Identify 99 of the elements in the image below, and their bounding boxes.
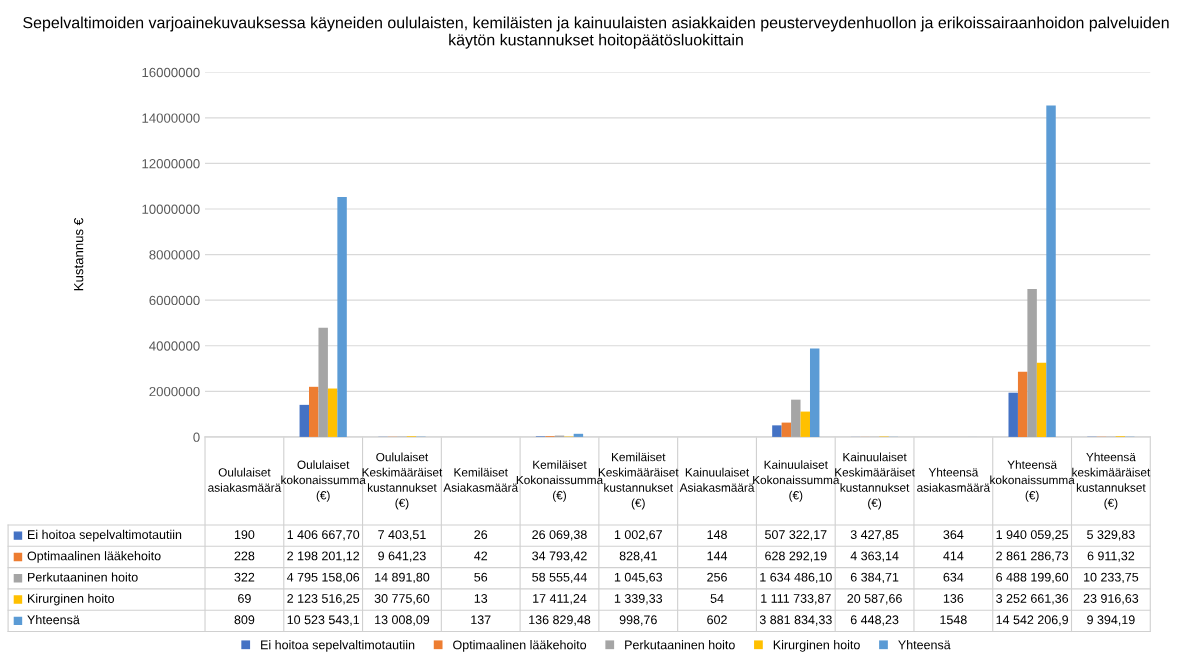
data-label: 136 829,48 xyxy=(529,615,591,626)
data-label: 14 891,80 xyxy=(375,572,430,584)
data-label: 6 911,32 xyxy=(1087,551,1135,562)
legend-label: Optimaalinen lääkehoito xyxy=(27,551,161,563)
data-label: 58 555,44 xyxy=(532,572,587,584)
bar xyxy=(791,399,801,437)
y-tick-label: 10000000 xyxy=(142,204,200,214)
data-label: 1 002,67 xyxy=(614,530,662,541)
data-label: 507 322,17 xyxy=(765,530,827,541)
data-label: 69 xyxy=(238,594,251,603)
data-label: 1 940 059,25 xyxy=(996,530,1069,541)
y-tick-label: 0 xyxy=(193,432,200,442)
x-tick-label: Yhteensä asiakasmäärä xyxy=(917,467,991,492)
data-label: 3 252 661,36 xyxy=(996,594,1069,605)
data-label: 5 329,83 xyxy=(1087,530,1135,541)
data-label: 2 861 286,73 xyxy=(996,551,1069,562)
data-label: 42 xyxy=(474,551,488,561)
bar xyxy=(327,388,338,437)
data-label: 414 xyxy=(943,551,964,561)
legend-label: Perkutaaninen hoito xyxy=(28,572,138,582)
data-label: 828,41 xyxy=(619,551,657,562)
data-label: 4 363,14 xyxy=(850,551,899,562)
y-tick-label: 16000000 xyxy=(142,67,200,78)
data-label: 26 069,38 xyxy=(532,530,587,541)
bar xyxy=(772,425,782,437)
bar xyxy=(809,348,820,437)
bar xyxy=(781,422,792,437)
data-label: 13 008,09 xyxy=(375,615,430,626)
data-label: 23 916,63 xyxy=(1083,594,1139,605)
y-tick-label: 2000000 xyxy=(149,386,200,397)
data-label: 1 406 667,70 xyxy=(287,530,360,541)
bar xyxy=(1008,392,1018,437)
y-tick-label: 8000000 xyxy=(149,250,200,260)
data-label: 1548 xyxy=(940,615,967,625)
y-tick-label: 4000000 xyxy=(149,341,200,351)
data-label: 148 xyxy=(707,530,727,540)
text: Perkutaaninen hoito xyxy=(625,640,735,650)
data-label: 10 523 543,1 xyxy=(287,615,360,626)
data-label: 6 448,23 xyxy=(850,615,899,626)
bar xyxy=(1017,371,1028,437)
text: Kirurginen hoito xyxy=(28,593,115,606)
y-tick-label: 6000000 xyxy=(149,295,200,306)
data-label: 634 xyxy=(943,572,964,582)
text: Yhteensä xyxy=(27,615,80,625)
data-label: 137 xyxy=(471,615,491,625)
legend-label: Kirurginen hoito xyxy=(773,640,860,652)
bar xyxy=(1027,289,1037,437)
legend-label: Ei hoitoa sepelvaltimotautiin xyxy=(28,529,182,542)
data-label: 136 xyxy=(943,594,964,603)
y-tick-label: 12000000 xyxy=(142,159,200,169)
data-label: 1 634 486,10 xyxy=(760,572,832,584)
chart-title: Sepelvaltimoiden varjoainekuvauksessa käyneiden oululaisten, kemiläisten ja kainuulaisten asiakkaiden peusterveydenhuollon ja erikoissairaanhoidon palveluiden käytön kustannukset hoitopäätösluokittain xyxy=(23,16,1169,49)
bar xyxy=(1046,105,1056,437)
data-label: 26 xyxy=(474,530,488,540)
data-label: 20 587,66 xyxy=(847,594,902,605)
data-label: 2 198 201,12 xyxy=(287,551,360,562)
data-label: 6 384,71 xyxy=(850,572,899,584)
data-label: 17 411,24 xyxy=(533,594,587,605)
y-tick-label: 14000000 xyxy=(142,113,200,123)
bar xyxy=(318,327,328,437)
data-label: 3 427,85 xyxy=(850,530,899,541)
data-label: 34 793,42 xyxy=(532,551,587,562)
data-label: 1 339,33 xyxy=(614,594,663,605)
bar xyxy=(337,197,347,437)
data-label: 998,76 xyxy=(619,615,657,626)
bar xyxy=(800,411,810,437)
data-label: 190 xyxy=(234,530,255,540)
bar xyxy=(299,404,309,437)
data-label: 2 123 516,25 xyxy=(287,594,360,605)
data-label: 56 xyxy=(474,572,488,582)
data-label: 9 394,19 xyxy=(1087,615,1135,626)
data-label: 3 881 834,33 xyxy=(759,615,832,626)
text: Optimaalinen lääkehoito xyxy=(453,640,587,652)
data-label: 322 xyxy=(234,572,255,582)
data-label: 364 xyxy=(943,530,964,540)
x-tick-label: Oululaiset asiakasmäärä xyxy=(208,467,282,492)
data-label: 1 111 733,87 xyxy=(761,594,831,605)
bar xyxy=(573,433,584,437)
data-label: 4 795 158,06 xyxy=(286,572,360,584)
legend-label: Yhteensä xyxy=(898,640,951,650)
y-axis-title: Kustannus € xyxy=(73,218,84,291)
data-label: 628 292,19 xyxy=(765,551,827,562)
data-label: 9 641,23 xyxy=(378,551,426,562)
data-label: 809 xyxy=(234,615,255,625)
data-label: 10 233,75 xyxy=(1084,572,1139,584)
data-label: 228 xyxy=(234,551,255,561)
bar xyxy=(1036,362,1047,437)
bar xyxy=(309,386,319,437)
data-label: 14 542 206,9 xyxy=(996,615,1069,626)
data-label: 602 xyxy=(707,615,727,625)
data-label: 144 xyxy=(707,551,728,561)
data-label: 7 403,51 xyxy=(378,530,426,541)
data-label: 1 045,63 xyxy=(614,572,663,584)
data-label: 6 488 199,60 xyxy=(996,572,1069,584)
data-label: 256 xyxy=(707,572,727,582)
data-label: 13 xyxy=(474,594,488,603)
data-label: 54 xyxy=(710,594,724,603)
data-label: 30 775,60 xyxy=(374,594,430,605)
text: Ei hoitoa sepelvaltimotautiin xyxy=(261,640,415,652)
